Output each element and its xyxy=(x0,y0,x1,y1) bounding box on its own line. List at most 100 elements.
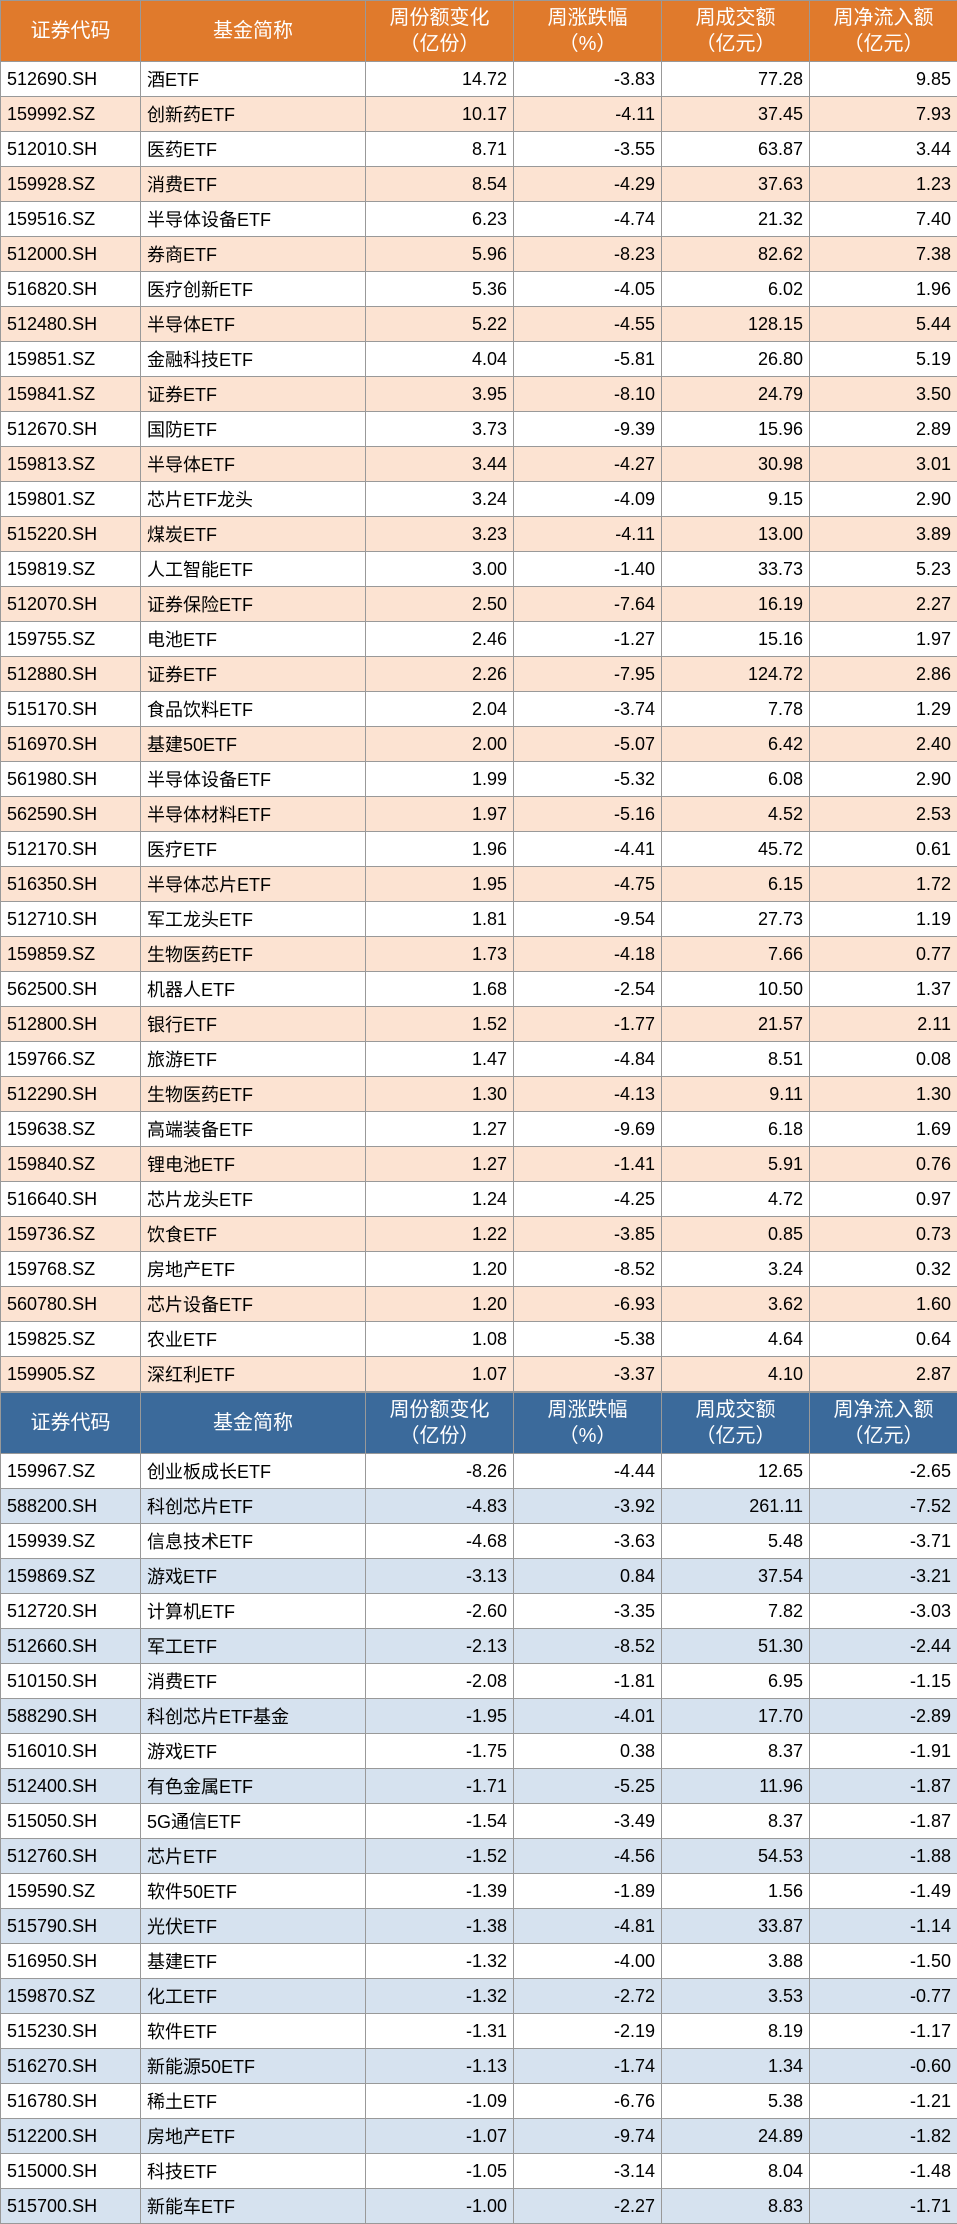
table-row: 159841.SZ证券ETF3.95-8.1024.793.50 xyxy=(1,377,957,412)
cell-value: -2.72 xyxy=(514,1979,662,2014)
cell-value: -1.77 xyxy=(514,1007,662,1042)
cell-value: 1.81 xyxy=(366,902,514,937)
cell-value: -6.76 xyxy=(514,2084,662,2119)
cell-value: -3.13 xyxy=(366,1559,514,1594)
cell-value: -1.95 xyxy=(366,1699,514,1734)
cell-value: -1.07 xyxy=(366,2119,514,2154)
table-row: 515700.SH新能车ETF-1.00-2.278.83-1.71 xyxy=(1,2189,957,2224)
cell-value: 3.53 xyxy=(662,1979,810,2014)
cell-code: 159870.SZ xyxy=(1,1979,141,2014)
cell-name: 计算机ETF xyxy=(141,1594,366,1629)
cell-value: 9.85 xyxy=(810,62,957,97)
cell-value: -3.49 xyxy=(514,1804,662,1839)
cell-value: -4.84 xyxy=(514,1042,662,1077)
cell-value: 77.28 xyxy=(662,62,810,97)
table-row: 512760.SH芯片ETF-1.52-4.5654.53-1.88 xyxy=(1,1839,957,1874)
cell-name: 房地产ETF xyxy=(141,1252,366,1287)
cell-value: 2.27 xyxy=(810,587,957,622)
cell-value: 10.17 xyxy=(366,97,514,132)
cell-value: -4.25 xyxy=(514,1182,662,1217)
cell-code: 159859.SZ xyxy=(1,937,141,972)
cell-value: -3.21 xyxy=(810,1559,957,1594)
cell-value: -2.19 xyxy=(514,2014,662,2049)
table-row: 159638.SZ高端装备ETF1.27-9.696.181.69 xyxy=(1,1112,957,1147)
cell-value: -8.23 xyxy=(514,237,662,272)
cell-name: 5G通信ETF xyxy=(141,1804,366,1839)
cell-code: 512660.SH xyxy=(1,1629,141,1664)
cell-code: 512000.SH xyxy=(1,237,141,272)
cell-value: 1.97 xyxy=(366,797,514,832)
cell-value: -1.91 xyxy=(810,1734,957,1769)
table-row: 159813.SZ半导体ETF3.44-4.2730.983.01 xyxy=(1,447,957,482)
cell-code: 515230.SH xyxy=(1,2014,141,2049)
cell-value: 3.44 xyxy=(810,132,957,167)
cell-value: -9.69 xyxy=(514,1112,662,1147)
cell-code: 159768.SZ xyxy=(1,1252,141,1287)
table-row: 516820.SH医疗创新ETF5.36-4.056.021.96 xyxy=(1,272,957,307)
cell-name: 芯片ETF龙头 xyxy=(141,482,366,517)
table-row: 562500.SH机器人ETF1.68-2.5410.501.37 xyxy=(1,972,957,1007)
cell-code: 512400.SH xyxy=(1,1769,141,1804)
cell-value: 1.22 xyxy=(366,1217,514,1252)
cell-value: -4.81 xyxy=(514,1909,662,1944)
cell-code: 562590.SH xyxy=(1,797,141,832)
cell-value: -9.74 xyxy=(514,2119,662,2154)
cell-value: 0.61 xyxy=(810,832,957,867)
table-row: 516350.SH半导体芯片ETF1.95-4.756.151.72 xyxy=(1,867,957,902)
cell-name: 旅游ETF xyxy=(141,1042,366,1077)
cell-code: 512290.SH xyxy=(1,1077,141,1112)
table-row: 515220.SH煤炭ETF3.23-4.1113.003.89 xyxy=(1,517,957,552)
cell-value: -1.74 xyxy=(514,2049,662,2084)
col-volume-header: 周成交额（亿元） xyxy=(662,1393,810,1454)
cell-code: 515220.SH xyxy=(1,517,141,552)
cell-value: -2.65 xyxy=(810,1454,957,1489)
table-row: 512660.SH军工ETF-2.13-8.5251.30-2.44 xyxy=(1,1629,957,1664)
cell-value: 0.77 xyxy=(810,937,957,972)
cell-value: 5.19 xyxy=(810,342,957,377)
table-row: 512480.SH半导体ETF5.22-4.55128.155.44 xyxy=(1,307,957,342)
cell-value: 54.53 xyxy=(662,1839,810,1874)
cell-value: -4.56 xyxy=(514,1839,662,1874)
cell-value: 261.11 xyxy=(662,1489,810,1524)
cell-name: 半导体设备ETF xyxy=(141,762,366,797)
cell-value: 0.38 xyxy=(514,1734,662,1769)
cell-name: 锂电池ETF xyxy=(141,1147,366,1182)
cell-value: 124.72 xyxy=(662,657,810,692)
cell-value: 4.52 xyxy=(662,797,810,832)
cell-value: 3.88 xyxy=(662,1944,810,1979)
cell-code: 516780.SH xyxy=(1,2084,141,2119)
cell-value: 0.85 xyxy=(662,1217,810,1252)
cell-name: 房地产ETF xyxy=(141,2119,366,2154)
table-row: 159859.SZ生物医药ETF1.73-4.187.660.77 xyxy=(1,937,957,972)
cell-code: 159869.SZ xyxy=(1,1559,141,1594)
cell-code: 512720.SH xyxy=(1,1594,141,1629)
cell-value: 37.45 xyxy=(662,97,810,132)
cell-value: 6.18 xyxy=(662,1112,810,1147)
cell-code: 512200.SH xyxy=(1,2119,141,2154)
cell-value: -3.03 xyxy=(810,1594,957,1629)
cell-code: 516950.SH xyxy=(1,1944,141,1979)
table-row: 159851.SZ金融科技ETF4.04-5.8126.805.19 xyxy=(1,342,957,377)
cell-value: 6.23 xyxy=(366,202,514,237)
cell-value: 0.73 xyxy=(810,1217,957,1252)
cell-value: 7.82 xyxy=(662,1594,810,1629)
cell-name: 银行ETF xyxy=(141,1007,366,1042)
cell-name: 有色金属ETF xyxy=(141,1769,366,1804)
cell-value: -3.71 xyxy=(810,1524,957,1559)
cell-code: 159590.SZ xyxy=(1,1874,141,1909)
cell-value: -1.15 xyxy=(810,1664,957,1699)
cell-name: 科创芯片ETF xyxy=(141,1489,366,1524)
cell-value: -3.63 xyxy=(514,1524,662,1559)
cell-value: 1.69 xyxy=(810,1112,957,1147)
cell-value: -4.68 xyxy=(366,1524,514,1559)
cell-value: 1.96 xyxy=(366,832,514,867)
cell-value: 16.19 xyxy=(662,587,810,622)
table-row: 159801.SZ芯片ETF龙头3.24-4.099.152.90 xyxy=(1,482,957,517)
cell-name: 医药ETF xyxy=(141,132,366,167)
cell-value: 8.19 xyxy=(662,2014,810,2049)
cell-value: 1.47 xyxy=(366,1042,514,1077)
cell-name: 游戏ETF xyxy=(141,1734,366,1769)
cell-value: -1.88 xyxy=(810,1839,957,1874)
cell-value: 82.62 xyxy=(662,237,810,272)
cell-value: 7.40 xyxy=(810,202,957,237)
